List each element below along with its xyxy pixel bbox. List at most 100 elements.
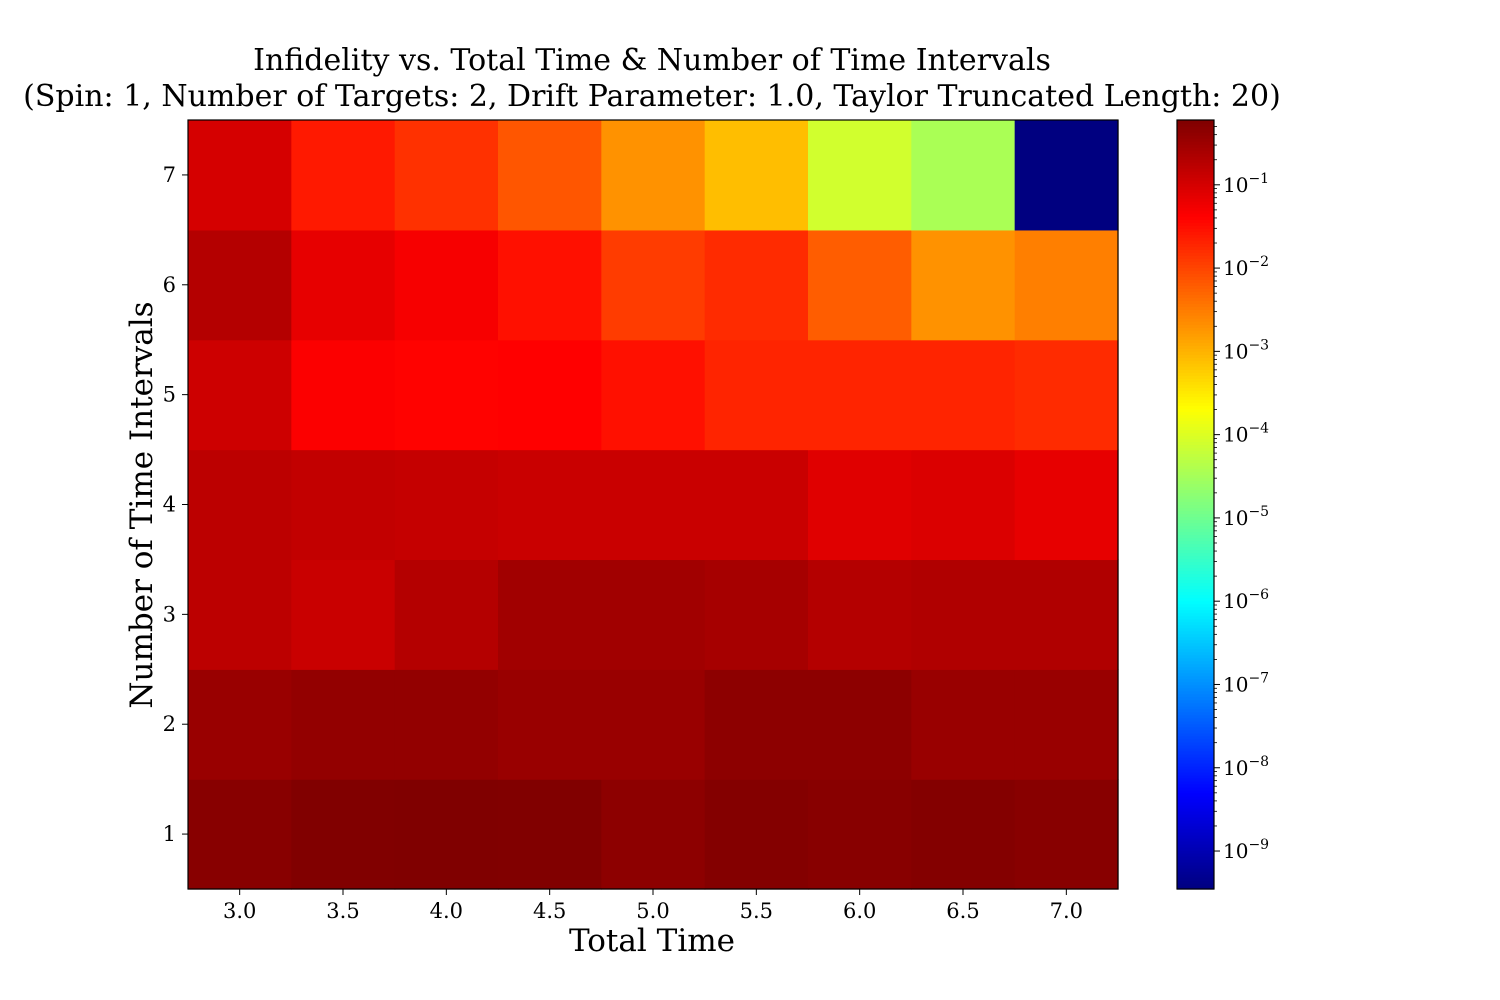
heatmap-cell bbox=[1014, 449, 1119, 561]
colorbar-segment bbox=[1177, 153, 1214, 157]
colorbar-segment bbox=[1177, 222, 1214, 226]
colorbar-segment bbox=[1177, 717, 1214, 722]
colorbar-segment bbox=[1177, 480, 1214, 485]
colorbar-segment bbox=[1177, 522, 1214, 527]
colorbar-segment bbox=[1177, 282, 1214, 286]
colorbar-segment bbox=[1177, 780, 1214, 785]
heatmap-cell bbox=[1014, 229, 1119, 341]
colorbar-tick-label: 10−1 bbox=[1223, 171, 1269, 197]
colorbar-segment bbox=[1177, 246, 1214, 250]
colorbar-segment bbox=[1177, 732, 1214, 737]
colorbar-segment bbox=[1177, 795, 1214, 800]
colorbar-segment bbox=[1177, 294, 1214, 298]
colorbar-segment bbox=[1177, 594, 1214, 599]
colorbar-tick-label: 10−9 bbox=[1223, 837, 1269, 863]
colorbar-segment bbox=[1177, 213, 1214, 217]
colorbar-segment bbox=[1177, 363, 1214, 367]
colorbar-segment bbox=[1177, 843, 1214, 848]
colorbar-segment bbox=[1177, 156, 1214, 160]
colorbar-segment bbox=[1177, 642, 1214, 647]
colorbar-segment bbox=[1177, 486, 1214, 491]
colorbar-segment bbox=[1177, 345, 1214, 349]
colorbar-segment bbox=[1177, 879, 1214, 884]
colorbar-segment bbox=[1177, 138, 1214, 142]
heatmap-cell bbox=[808, 669, 912, 780]
heatmap-cell bbox=[808, 779, 912, 890]
colorbar-segment bbox=[1177, 600, 1214, 605]
colorbar-segment bbox=[1177, 204, 1214, 208]
colorbar-segment bbox=[1177, 681, 1214, 686]
colorbar-segment bbox=[1177, 474, 1214, 479]
colorbar-segment bbox=[1177, 177, 1214, 181]
colorbar-segment bbox=[1177, 654, 1214, 659]
colorbar-segment bbox=[1177, 618, 1214, 623]
colorbar-tick-label: 10−8 bbox=[1223, 754, 1269, 780]
heatmap-cell bbox=[1014, 669, 1119, 780]
colorbar-segment bbox=[1177, 360, 1214, 364]
colorbar-segment bbox=[1177, 132, 1214, 136]
colorbar-segment bbox=[1177, 636, 1214, 641]
colorbar-segment bbox=[1177, 804, 1214, 809]
x-tick-label: 5.0 bbox=[636, 899, 669, 923]
colorbar-segment bbox=[1177, 756, 1214, 761]
heatmap-cell bbox=[394, 559, 499, 670]
colorbar-segment bbox=[1177, 168, 1214, 172]
colorbar-segment bbox=[1177, 300, 1214, 304]
x-tick-label: 3.5 bbox=[326, 899, 359, 923]
colorbar-segment bbox=[1177, 558, 1214, 563]
colorbar-segment bbox=[1177, 381, 1214, 385]
y-tick-label: 2 bbox=[163, 712, 176, 736]
colorbar-segment bbox=[1177, 483, 1214, 488]
colorbar-segment bbox=[1177, 198, 1214, 202]
colorbar-segment bbox=[1177, 570, 1214, 575]
colorbar-segment bbox=[1177, 627, 1214, 632]
x-tick-label: 3.0 bbox=[223, 899, 256, 923]
colorbar-segment bbox=[1177, 738, 1214, 743]
colorbar-segment bbox=[1177, 603, 1214, 608]
colorbar-segment bbox=[1177, 330, 1214, 334]
colorbar-segment bbox=[1177, 129, 1214, 133]
colorbar bbox=[1176, 119, 1215, 890]
heatmap-cell bbox=[188, 449, 292, 561]
colorbar-segment bbox=[1177, 573, 1214, 578]
colorbar-segment bbox=[1177, 810, 1214, 815]
colorbar-segment bbox=[1177, 150, 1214, 154]
heatmap-cell bbox=[911, 779, 1016, 890]
colorbar-segment bbox=[1177, 585, 1214, 590]
colorbar-segment bbox=[1177, 387, 1214, 391]
colorbar-segment bbox=[1177, 231, 1214, 235]
colorbar-segment bbox=[1177, 537, 1214, 542]
colorbar-segment bbox=[1177, 423, 1214, 427]
x-tick-label: 6.0 bbox=[843, 899, 876, 923]
colorbar-segment bbox=[1177, 828, 1214, 833]
colorbar-segment bbox=[1177, 165, 1214, 169]
heatmap-cell bbox=[601, 669, 706, 780]
colorbar-segment bbox=[1177, 126, 1214, 130]
colorbar-segment bbox=[1177, 651, 1214, 656]
heatmap-cell bbox=[911, 229, 1016, 341]
heatmap-cell bbox=[498, 339, 602, 451]
colorbar-segment bbox=[1177, 543, 1214, 548]
heatmap-cell bbox=[601, 229, 706, 341]
colorbar-segment bbox=[1177, 876, 1214, 881]
colorbar-segment bbox=[1177, 342, 1214, 346]
heatmap-cell bbox=[601, 339, 706, 451]
x-tick-label: 4.0 bbox=[430, 899, 463, 923]
colorbar-segment bbox=[1177, 447, 1214, 452]
y-tick-label: 5 bbox=[163, 383, 176, 407]
colorbar-segment bbox=[1177, 597, 1214, 602]
heatmap-cell bbox=[1014, 339, 1119, 451]
heatmap-cell bbox=[911, 449, 1016, 561]
heatmap-cell bbox=[188, 779, 292, 890]
colorbar-segment bbox=[1177, 837, 1214, 842]
colorbar-segment bbox=[1177, 162, 1214, 166]
colorbar-segment bbox=[1177, 702, 1214, 707]
heatmap-cells bbox=[187, 119, 1119, 890]
colorbar-segment bbox=[1177, 390, 1214, 394]
heatmap-cell bbox=[911, 669, 1016, 780]
x-tick-label: 7.0 bbox=[1050, 899, 1083, 923]
colorbar-segment bbox=[1177, 886, 1214, 890]
colorbar-segment bbox=[1177, 183, 1214, 187]
x-tick-label: 4.5 bbox=[533, 899, 566, 923]
